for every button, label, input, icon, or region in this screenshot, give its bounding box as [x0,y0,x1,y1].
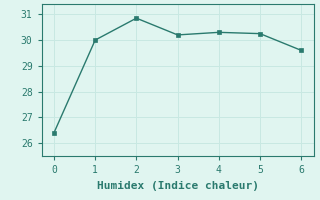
X-axis label: Humidex (Indice chaleur): Humidex (Indice chaleur) [97,181,259,191]
